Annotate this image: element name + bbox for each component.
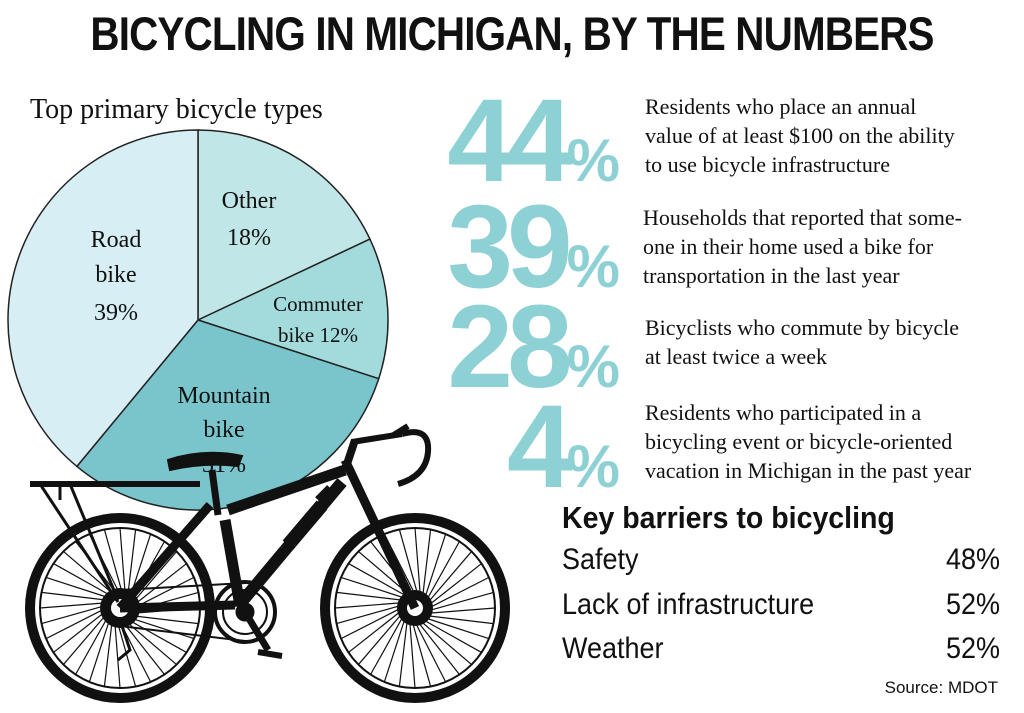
stat-desc-44: Residents who place an annual value of a…	[645, 92, 1015, 179]
stat-line: Residents who place an annual	[645, 94, 917, 119]
pie-label-mountain: bike	[203, 417, 244, 443]
stat-unit: %	[566, 233, 620, 300]
pie-label-commuter: Commuter	[273, 292, 363, 316]
stat-line: vacation in Michigan in the past year	[645, 458, 972, 483]
pie-slice-road	[7, 129, 199, 468]
stat-line: value of at least $100 on the ability	[645, 123, 955, 148]
stat-unit: %	[566, 333, 620, 400]
stat-desc-4: Residents who participated in a bicyclin…	[645, 398, 1015, 485]
source-note: Source: MDOT	[884, 678, 998, 697]
pie-label-road: Road	[91, 227, 142, 253]
barrier-label: Weather	[562, 632, 664, 665]
barrier-value: 52%	[945, 632, 1000, 665]
pie-slice-other	[197, 129, 371, 322]
pie-label-road: 39%	[94, 300, 138, 326]
stat-44: 44%	[420, 82, 620, 200]
barrier-label: Lack of infrastructure	[562, 588, 815, 621]
stat-number: 4	[507, 381, 573, 513]
pie-label-other: Other	[222, 188, 277, 214]
barrier-value: 48%	[945, 543, 1000, 576]
stat-line: Bicyclists who commute by bicycle	[645, 315, 960, 340]
barrier-value: 52%	[945, 588, 1000, 621]
stat-4: 4%	[420, 388, 620, 506]
pie-title: Top primary bicycle types	[30, 94, 323, 125]
barrier-label: Safety	[562, 543, 639, 576]
pie-label-road: bike	[95, 262, 136, 288]
pie-slice-commuter	[195, 238, 389, 380]
stat-line: to use bicycle infrastructure	[645, 152, 890, 177]
stat-number: 28	[447, 281, 572, 413]
stat-line: one in their home used a bike for	[643, 234, 934, 259]
stat-number: 39	[447, 181, 572, 313]
stat-line: Residents who participated in a	[645, 400, 922, 425]
stat-line: Households that reported that some-	[643, 205, 962, 230]
stat-28: 28%	[420, 288, 620, 406]
stat-39: 39%	[420, 188, 620, 306]
pie-label-other: 18%	[227, 225, 271, 251]
stat-number: 44	[447, 75, 572, 207]
barriers-title: Key barriers to bicycling	[562, 500, 895, 535]
pie-label-commuter: bike 12%	[278, 323, 358, 347]
stat-line: bicycling event or bicycle-oriented	[645, 429, 953, 454]
stat-unit: %	[566, 433, 620, 500]
stat-desc-39: Households that reported that some- one …	[643, 203, 1013, 290]
pie-label-mountain: Mountain	[177, 383, 270, 409]
stat-desc-28: Bicyclists who commute by bicycle at lea…	[645, 313, 1015, 371]
stat-line: transportation in the last year	[643, 263, 900, 288]
page-title: BICYCLING IN MICHIGAN, BY THE NUMBERS	[90, 7, 934, 60]
stat-line: at least twice a week	[645, 344, 828, 369]
stat-unit: %	[566, 127, 620, 194]
